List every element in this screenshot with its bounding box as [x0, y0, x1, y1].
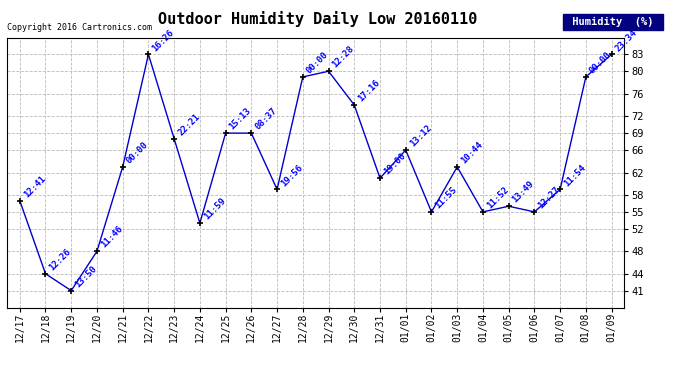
- Text: 12:27: 12:27: [536, 185, 562, 210]
- Text: 13:12: 13:12: [408, 123, 433, 148]
- Text: 22:21: 22:21: [176, 112, 201, 137]
- Text: 12:28: 12:28: [331, 45, 356, 70]
- Text: 11:55: 11:55: [433, 185, 459, 210]
- Text: 08:37: 08:37: [253, 106, 279, 132]
- Text: 11:54: 11:54: [562, 163, 587, 188]
- Text: Copyright 2016 Cartronics.com: Copyright 2016 Cartronics.com: [7, 23, 152, 32]
- Text: 15:13: 15:13: [228, 106, 253, 132]
- Text: 13:49: 13:49: [511, 180, 536, 205]
- Text: 11:52: 11:52: [485, 185, 511, 210]
- Text: 12:41: 12:41: [22, 174, 47, 199]
- Text: Humidity  (%): Humidity (%): [566, 17, 660, 27]
- Text: 23:34: 23:34: [613, 28, 639, 53]
- Text: 17:16: 17:16: [356, 78, 382, 104]
- Text: 11:46: 11:46: [99, 225, 124, 250]
- Text: 16:26: 16:26: [150, 28, 176, 53]
- Text: 10:44: 10:44: [459, 140, 484, 165]
- Text: 19:56: 19:56: [279, 163, 304, 188]
- Text: 11:59: 11:59: [202, 196, 227, 222]
- Text: 12:26: 12:26: [48, 247, 73, 272]
- Text: 00:00: 00:00: [588, 50, 613, 75]
- Text: 00:00: 00:00: [125, 140, 150, 165]
- Text: 13:50: 13:50: [73, 264, 99, 289]
- Text: 00:00: 00:00: [305, 50, 331, 75]
- Text: Outdoor Humidity Daily Low 20160110: Outdoor Humidity Daily Low 20160110: [158, 11, 477, 27]
- Text: 19:00: 19:00: [382, 152, 407, 177]
